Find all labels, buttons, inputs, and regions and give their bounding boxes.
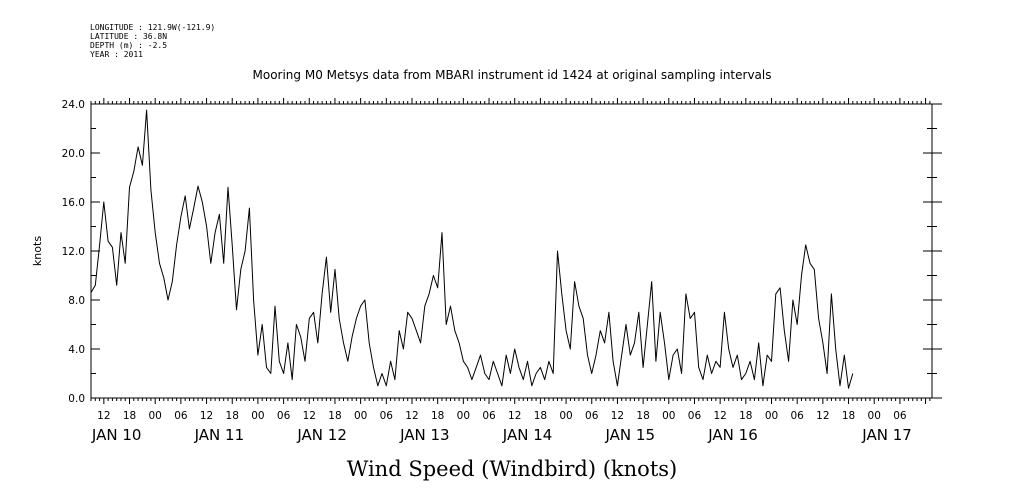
y-tick-label: 20.0 bbox=[62, 148, 85, 160]
x-tick-label: 18 bbox=[739, 410, 752, 422]
x-tick-label: 12 bbox=[713, 410, 726, 422]
y-tick-label: 8.0 bbox=[68, 295, 85, 307]
day-label: JAN 16 bbox=[707, 426, 758, 444]
y-tick-label: 12.0 bbox=[62, 246, 85, 258]
x-tick-label: 12 bbox=[97, 410, 110, 422]
day-label: JAN 13 bbox=[399, 426, 450, 444]
x-tick-label: 12 bbox=[200, 410, 213, 422]
x-tick-label: 18 bbox=[226, 410, 239, 422]
day-label: JAN 14 bbox=[502, 426, 553, 444]
x-tick-label: 06 bbox=[688, 410, 702, 422]
x-tick-label: 00 bbox=[457, 410, 470, 422]
x-tick-label: 12 bbox=[816, 410, 829, 422]
header-metadata: LONGITUDE : 121.9W(-121.9) LATITUDE : 36… bbox=[90, 23, 215, 59]
depth-text: DEPTH (m) : -2.5 bbox=[90, 41, 167, 50]
x-tick-label: 18 bbox=[534, 410, 547, 422]
plot-frame bbox=[90, 103, 933, 399]
x-tick-label: 18 bbox=[123, 410, 136, 422]
day-label: JAN 17 bbox=[861, 426, 912, 444]
day-label: JAN 15 bbox=[605, 426, 656, 444]
y-tick-labels: 0.0 4.0 8.0 12.0 16.0 20.0 24.0 bbox=[62, 99, 85, 405]
x-tick-label: 06 bbox=[174, 410, 188, 422]
y-tick-label: 16.0 bbox=[62, 197, 85, 209]
y-tick-label: 24.0 bbox=[62, 99, 85, 111]
day-label: JAN 10 bbox=[91, 426, 142, 444]
x-tick-label: 00 bbox=[251, 410, 264, 422]
x-tick-label: 00 bbox=[559, 410, 572, 422]
x-tick-label: 06 bbox=[380, 410, 394, 422]
year-text: YEAR : 2011 bbox=[90, 50, 143, 59]
x-tick-label: 12 bbox=[508, 410, 521, 422]
x-axis-label: Wind Speed (Windbird) (knots) bbox=[347, 457, 677, 481]
latitude-text: LATITUDE : 36.8N bbox=[90, 32, 167, 41]
x-tick-label: 18 bbox=[431, 410, 444, 422]
x-tick-label: 00 bbox=[354, 410, 367, 422]
x-tick-label: 06 bbox=[482, 410, 496, 422]
x-tick-labels: 12 18 00 06 12 18 00 06 12 18 00 06 12 18 00 06 12 18 00 06… bbox=[97, 410, 907, 422]
x-tick-label: 00 bbox=[149, 410, 162, 422]
x-tick-label: 12 bbox=[405, 410, 418, 422]
x-tick-label: 06 bbox=[893, 410, 907, 422]
axis-ticks bbox=[90, 98, 942, 404]
x-tick-label: 06 bbox=[790, 410, 804, 422]
x-tick-label: 06 bbox=[585, 410, 599, 422]
x-tick-label: 12 bbox=[611, 410, 624, 422]
y-tick-label: 0.0 bbox=[68, 393, 85, 405]
x-tick-label: 12 bbox=[303, 410, 316, 422]
x-tick-label: 18 bbox=[842, 410, 855, 422]
y-axis-label: knots bbox=[31, 236, 44, 266]
day-label: JAN 12 bbox=[296, 426, 347, 444]
x-tick-label: 18 bbox=[328, 410, 341, 422]
chart-title: Mooring M0 Metsys data from MBARI instru… bbox=[253, 68, 772, 82]
x-tick-label: 00 bbox=[662, 410, 675, 422]
longitude-text: LONGITUDE : 121.9W(-121.9) bbox=[90, 23, 215, 32]
x-tick-label: 06 bbox=[277, 410, 291, 422]
x-tick-label: 00 bbox=[868, 410, 881, 422]
x-tick-label: 18 bbox=[636, 410, 649, 422]
x-tick-label: 00 bbox=[765, 410, 778, 422]
day-label: JAN 11 bbox=[194, 426, 245, 444]
y-tick-label: 4.0 bbox=[68, 344, 85, 356]
day-labels: JAN 10 JAN 11 JAN 12 JAN 13 JAN 14 JAN 15 JAN … bbox=[91, 426, 912, 444]
wind-speed-series-line bbox=[90, 109, 854, 389]
